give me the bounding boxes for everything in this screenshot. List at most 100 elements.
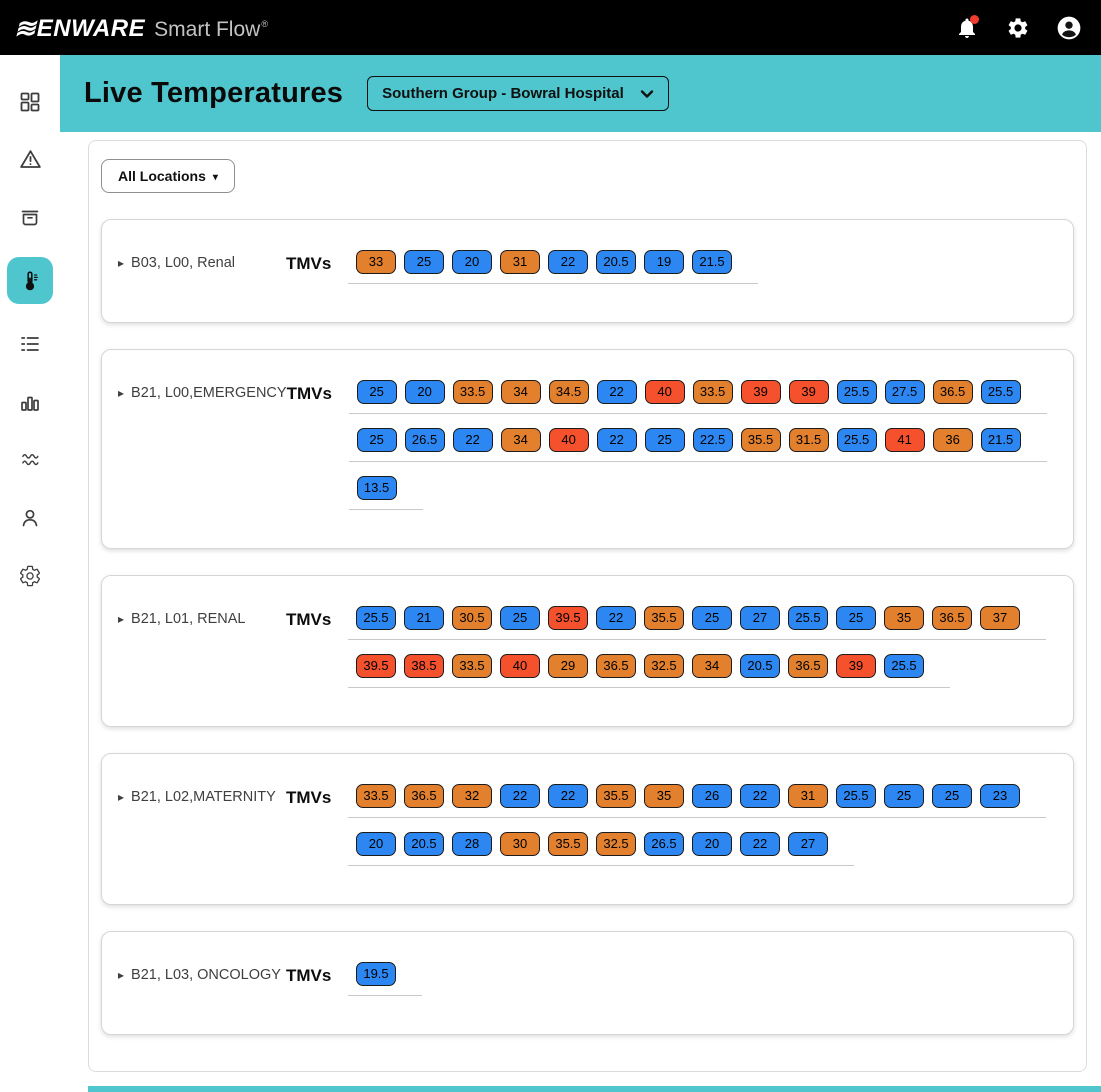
tmv-chip[interactable]: 25	[644, 428, 685, 452]
tmv-chip[interactable]: 35.5	[596, 784, 636, 808]
tmv-chip[interactable]: 22	[596, 380, 637, 404]
site-selector-dropdown[interactable]: Southern Group - Bowral Hospital	[367, 76, 669, 111]
tmv-chip[interactable]: 39	[836, 654, 876, 678]
tmv-chip[interactable]: 39	[740, 380, 781, 404]
tmv-chip[interactable]: 36.5	[404, 784, 444, 808]
tmv-chip[interactable]: 25	[500, 606, 540, 630]
tmv-chip[interactable]: 22	[596, 606, 636, 630]
tmv-chip[interactable]: 19.5	[356, 962, 396, 986]
sidebar-item-settings[interactable]	[7, 557, 53, 594]
tmv-chip[interactable]: 26.5	[644, 832, 684, 856]
tmv-chip[interactable]: 25	[356, 380, 397, 404]
tmv-chip[interactable]: 25.5	[356, 606, 396, 630]
sidebar-item-archive[interactable]	[7, 199, 53, 236]
tmv-chip[interactable]: 19	[644, 250, 684, 274]
tmv-chip[interactable]: 33.5	[356, 784, 396, 808]
tmv-chip[interactable]: 35.5	[644, 606, 684, 630]
tmv-chip[interactable]: 22	[500, 784, 540, 808]
tmv-chip[interactable]: 25.5	[788, 606, 828, 630]
tmv-chip[interactable]: 21.5	[980, 428, 1021, 452]
tmv-chip[interactable]: 40	[548, 428, 589, 452]
tmv-chip[interactable]: 25.5	[884, 654, 924, 678]
tmv-chip[interactable]: 31.5	[788, 428, 829, 452]
tmv-chip[interactable]: 21	[404, 606, 444, 630]
sidebar-item-trends[interactable]	[7, 441, 53, 478]
sidebar-item-checklist[interactable]	[7, 325, 53, 362]
tmv-chip[interactable]: 22.5	[692, 428, 733, 452]
tmv-chip[interactable]: 25	[692, 606, 732, 630]
tmv-chip[interactable]: 26.5	[404, 428, 445, 452]
tmv-chip[interactable]: 25	[884, 784, 924, 808]
tmv-chip[interactable]: 36.5	[788, 654, 828, 678]
tmv-chip[interactable]: 36	[932, 428, 973, 452]
tmv-chip[interactable]: 29	[548, 654, 588, 678]
tmv-chip[interactable]: 20	[404, 380, 445, 404]
tmv-chip[interactable]: 34.5	[548, 380, 589, 404]
tmv-chip[interactable]: 36.5	[596, 654, 636, 678]
tmv-chip[interactable]: 25	[932, 784, 972, 808]
tmv-chip[interactable]: 21.5	[692, 250, 732, 274]
tmv-chip[interactable]: 33.5	[452, 654, 492, 678]
tmv-chip[interactable]: 20.5	[740, 654, 780, 678]
tmv-chip[interactable]: 34	[500, 428, 541, 452]
tmv-chip[interactable]: 35	[644, 784, 684, 808]
tmv-chip[interactable]: 22	[740, 784, 780, 808]
location-expander[interactable]: ▸ B21, L03, ONCOLOGY	[118, 962, 286, 989]
tmv-chip[interactable]: 20.5	[596, 250, 636, 274]
tmv-chip[interactable]: 32	[452, 784, 492, 808]
user-menu-button[interactable]	[1055, 14, 1083, 42]
tmv-chip[interactable]: 28	[452, 832, 492, 856]
sidebar-item-alerts[interactable]	[7, 141, 53, 178]
tmv-chip[interactable]: 40	[500, 654, 540, 678]
tmv-chip[interactable]: 25	[356, 428, 397, 452]
tmv-chip[interactable]: 39.5	[356, 654, 396, 678]
tmv-chip[interactable]: 26	[692, 784, 732, 808]
location-expander[interactable]: ▸ B21, L02,MATERNITY	[118, 784, 286, 811]
notifications-button[interactable]	[953, 14, 981, 42]
location-expander[interactable]: ▸ B21, L00,EMERGENCY	[118, 380, 287, 407]
tmv-chip[interactable]: 35.5	[740, 428, 781, 452]
tmv-chip[interactable]: 41	[884, 428, 925, 452]
sidebar-item-users[interactable]	[7, 499, 53, 536]
tmv-chip[interactable]: 31	[788, 784, 828, 808]
tmv-chip[interactable]: 36.5	[932, 606, 972, 630]
tmv-chip[interactable]: 25	[836, 606, 876, 630]
tmv-chip[interactable]: 25.5	[836, 380, 877, 404]
tmv-chip[interactable]: 25.5	[836, 428, 877, 452]
tmv-chip[interactable]: 27	[740, 606, 780, 630]
tmv-chip[interactable]: 34	[500, 380, 541, 404]
tmv-chip[interactable]: 22	[740, 832, 780, 856]
tmv-chip[interactable]: 22	[548, 250, 588, 274]
tmv-chip[interactable]: 30	[500, 832, 540, 856]
tmv-chip[interactable]: 25	[404, 250, 444, 274]
tmv-chip[interactable]: 31	[500, 250, 540, 274]
tmv-chip[interactable]: 20	[692, 832, 732, 856]
sidebar-item-live-temperatures[interactable]	[7, 257, 53, 304]
tmv-chip[interactable]: 23	[980, 784, 1020, 808]
tmv-chip[interactable]: 33.5	[692, 380, 733, 404]
tmv-chip[interactable]: 35.5	[548, 832, 588, 856]
tmv-chip[interactable]: 35	[884, 606, 924, 630]
tmv-chip[interactable]: 25.5	[836, 784, 876, 808]
tmv-chip[interactable]: 30.5	[452, 606, 492, 630]
sidebar-item-reports[interactable]	[7, 383, 53, 420]
tmv-chip[interactable]: 13.5	[356, 476, 397, 500]
tmv-chip[interactable]: 32.5	[596, 832, 636, 856]
tmv-chip[interactable]: 40	[644, 380, 685, 404]
tmv-chip[interactable]: 33.5	[452, 380, 493, 404]
tmv-chip[interactable]: 22	[596, 428, 637, 452]
tmv-chip[interactable]: 22	[452, 428, 493, 452]
tmv-chip[interactable]: 39.5	[548, 606, 588, 630]
all-locations-dropdown[interactable]: All Locations ▾	[101, 159, 235, 193]
location-expander[interactable]: ▸ B03, L00, Renal	[118, 250, 286, 277]
tmv-chip[interactable]: 32.5	[644, 654, 684, 678]
tmv-chip[interactable]: 20	[356, 832, 396, 856]
tmv-chip[interactable]: 38.5	[404, 654, 444, 678]
tmv-chip[interactable]: 39	[788, 380, 829, 404]
tmv-chip[interactable]: 36.5	[932, 380, 973, 404]
tmv-chip[interactable]: 20.5	[404, 832, 444, 856]
tmv-chip[interactable]: 34	[692, 654, 732, 678]
sidebar-item-dashboard[interactable]	[7, 83, 53, 120]
tmv-chip[interactable]: 20	[452, 250, 492, 274]
tmv-chip[interactable]: 27	[788, 832, 828, 856]
